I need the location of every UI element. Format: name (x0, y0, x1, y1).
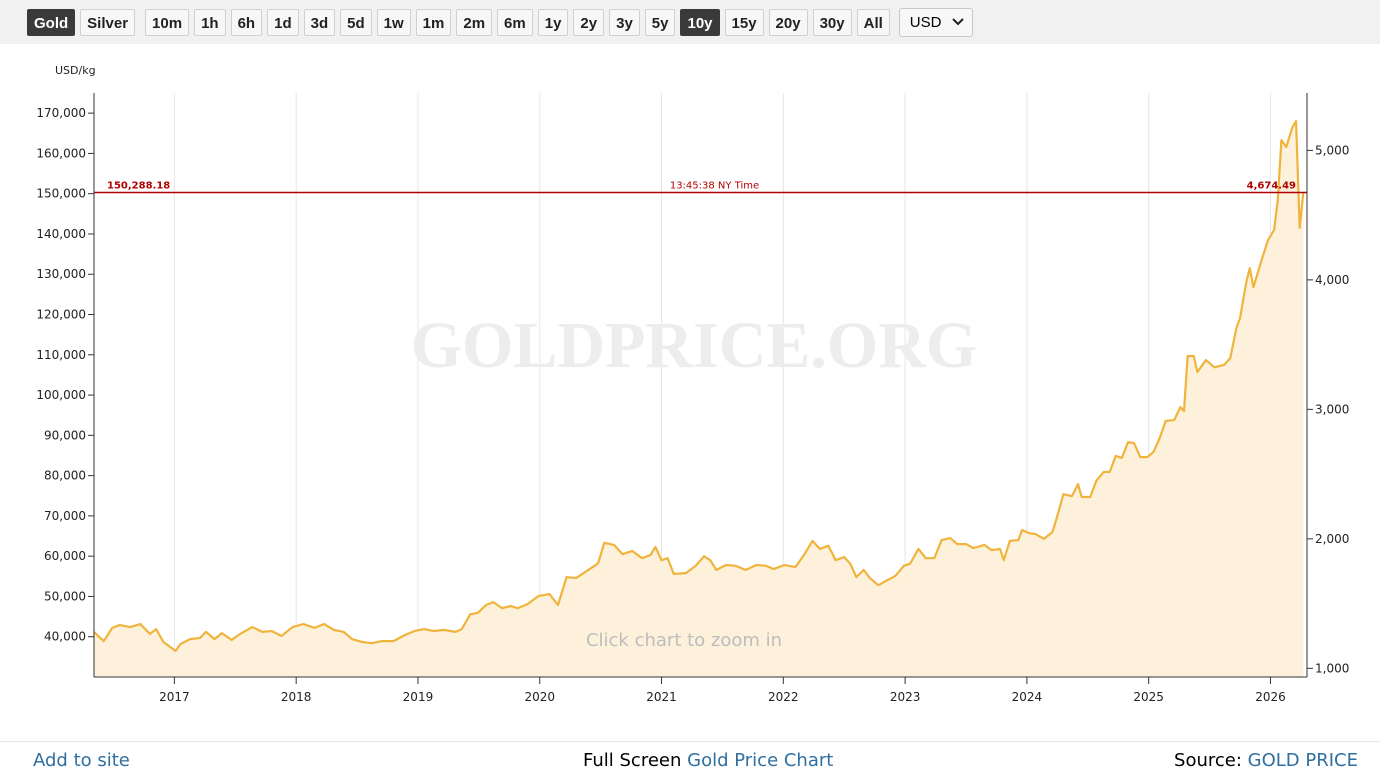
x-tick-label: 2018 (281, 690, 312, 704)
range-button[interactable]: 1d (267, 8, 299, 36)
range-button[interactable]: 2m (456, 8, 493, 36)
footer-center: Full Screen Gold Price Chart (583, 750, 833, 771)
range-button[interactable]: 6m (497, 8, 533, 36)
footer: Add to site Full Screen Gold Price Chart… (0, 741, 1380, 782)
range-button[interactable]: 1m (415, 8, 452, 36)
source-link[interactable]: GOLD PRICE (1247, 750, 1358, 771)
zoom-hint: Click chart to zoom in (586, 630, 782, 651)
y-tick-label: 50,000 (44, 589, 86, 603)
range-button[interactable]: 1w (376, 8, 411, 36)
y-tick-label: 130,000 (36, 267, 86, 281)
reference-time: 13:45:38 NY Time (670, 181, 759, 192)
y-tick-label: 60,000 (44, 549, 86, 563)
range-button[interactable]: 6h (230, 8, 263, 36)
metal-button[interactable]: Silver (80, 8, 136, 36)
y-tick-label: 120,000 (36, 308, 86, 322)
x-tick-label: 2023 (890, 690, 921, 704)
x-tick-label: 2019 (403, 690, 434, 704)
y-tick-label: 110,000 (36, 348, 86, 362)
y2-tick-label: 1,000 (1315, 661, 1349, 675)
full-screen-text: Full Screen (583, 750, 682, 771)
range-button[interactable]: 5y (644, 8, 676, 36)
x-tick-label: 2022 (768, 690, 799, 704)
range-button[interactable]: 20y (768, 8, 808, 36)
range-button[interactable]: 3y (609, 8, 640, 36)
range-button[interactable]: 1y (537, 8, 569, 36)
area (94, 121, 1304, 677)
range-button[interactable]: 5d (340, 8, 372, 36)
x-tick-label: 2020 (524, 690, 555, 704)
chevron (952, 18, 964, 26)
range-button[interactable]: 3d (303, 8, 336, 36)
y2-tick-label: 4,000 (1315, 273, 1349, 287)
y2-tick-label: 2,000 (1315, 532, 1349, 546)
y-tick-label: 40,000 (44, 630, 86, 644)
metal-button[interactable]: Gold (27, 8, 76, 36)
x-tick-label: 2021 (646, 690, 677, 704)
y2-tick-label: 5,000 (1315, 143, 1349, 157)
y-axis-title: USD/kg (55, 64, 96, 77)
y-tick-label: 160,000 (36, 146, 86, 160)
range-button[interactable]: 10y (680, 8, 720, 36)
range-button[interactable]: 1h (194, 8, 226, 36)
x-tick-label: 2024 (1012, 690, 1043, 704)
range-button[interactable]: 30y (812, 8, 852, 36)
range-button[interactable]: 10m (145, 8, 190, 36)
price-line (93, 120, 1305, 653)
reference-y2-label: 4,674.49 (1247, 181, 1296, 192)
currency-select[interactable]: USD (898, 7, 973, 37)
reference-label: 150,288.18 (107, 181, 170, 192)
y-tick-label: 150,000 (36, 187, 86, 201)
x-tick-label: 2026 (1255, 690, 1286, 704)
y-tick-label: 80,000 (44, 469, 86, 483)
x-tick-label: 2017 (159, 690, 190, 704)
y-tick-label: 70,000 (44, 509, 86, 523)
chart-link[interactable]: Gold Price Chart (687, 750, 834, 771)
y-tick-label: 140,000 (36, 227, 86, 241)
y-tick-label: 100,000 (36, 388, 86, 402)
currency-value: USD (909, 13, 942, 31)
source-text: Source: (1174, 750, 1242, 771)
watermark: GOLDPRICE.ORG (411, 309, 978, 382)
footer-source: Source: GOLD PRICE (1174, 750, 1358, 771)
y2-tick-label: 3,000 (1315, 402, 1349, 416)
range-button[interactable]: All (856, 8, 890, 36)
y-tick-label: 170,000 (36, 106, 86, 120)
add-to-site-link[interactable]: Add to site (33, 750, 130, 771)
range-button[interactable]: 2y (573, 8, 605, 36)
x-tick-label: 2025 (1133, 690, 1164, 704)
range-button[interactable]: 15y (724, 8, 764, 36)
y-tick-label: 90,000 (44, 428, 86, 442)
toolbar: Gold Silver 10m 1h 6h 1d 3d 5d 1w 1m 2m 6m 1y 2y 3y 5y 1… (0, 0, 1380, 44)
